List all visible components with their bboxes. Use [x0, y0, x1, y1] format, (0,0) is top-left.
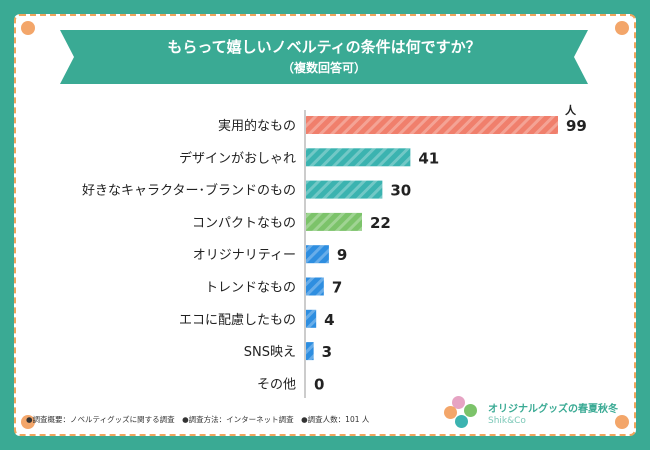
category-label: コンパクトなもの	[192, 216, 296, 231]
corner-dot	[615, 21, 629, 35]
category-label: 好きなキャラクター･ブランドのもの	[82, 183, 296, 199]
bar-stripes	[306, 277, 324, 296]
value-label: 41	[418, 149, 439, 167]
corner-dot	[615, 415, 629, 429]
bar-stripes	[306, 116, 558, 134]
logo-petal	[464, 404, 477, 417]
category-label: エコに配慮したもの	[179, 313, 296, 328]
logo-subtext: Shik&Co	[488, 416, 526, 426]
category-label: SNS映え	[244, 345, 296, 360]
value-label: 99	[566, 117, 587, 135]
bar-stripes	[306, 342, 314, 361]
value-label: 7	[332, 279, 342, 297]
logo-petal	[455, 415, 468, 428]
logo-text: オリジナルグッズの春夏秋冬	[488, 404, 618, 415]
value-label: 30	[390, 182, 411, 200]
bar-stripes	[306, 212, 362, 231]
brand-logo: オリジナルグッズの春夏秋冬 Shik&Co	[440, 394, 630, 434]
value-label: 4	[324, 311, 334, 329]
value-label: 9	[337, 246, 347, 264]
category-label: オリジナリティー	[193, 248, 296, 263]
value-label: 22	[370, 214, 391, 232]
category-label: 実用的なもの	[218, 118, 296, 134]
logo-petal	[444, 406, 457, 419]
chart-title: もらって嬉しいノベルティの条件は何ですか？	[167, 38, 481, 56]
bar-stripes	[306, 148, 411, 167]
logo-petal	[452, 396, 465, 409]
unit-label: 人	[565, 104, 576, 117]
category-label: トレンドなもの	[205, 281, 296, 296]
title-banner: もらって嬉しいノベルティの条件は何ですか？ （複数回答可）	[60, 30, 588, 84]
value-label: 0	[314, 375, 324, 393]
corner-dot	[21, 415, 35, 429]
category-label: デザインがおしゃれ	[179, 150, 296, 166]
bar-stripes	[306, 180, 383, 199]
chart-subtitle: （複数回答可）	[281, 61, 366, 75]
bar-stripes	[306, 245, 329, 264]
corner-dot	[21, 21, 35, 35]
category-label: その他	[257, 377, 296, 392]
value-label: 3	[322, 343, 332, 361]
footnote: ●調査概要：ノベルティグッズに関する調査 ●調査方法：インターネット調査 ●調査…	[26, 415, 370, 424]
bar-stripes	[306, 309, 317, 328]
